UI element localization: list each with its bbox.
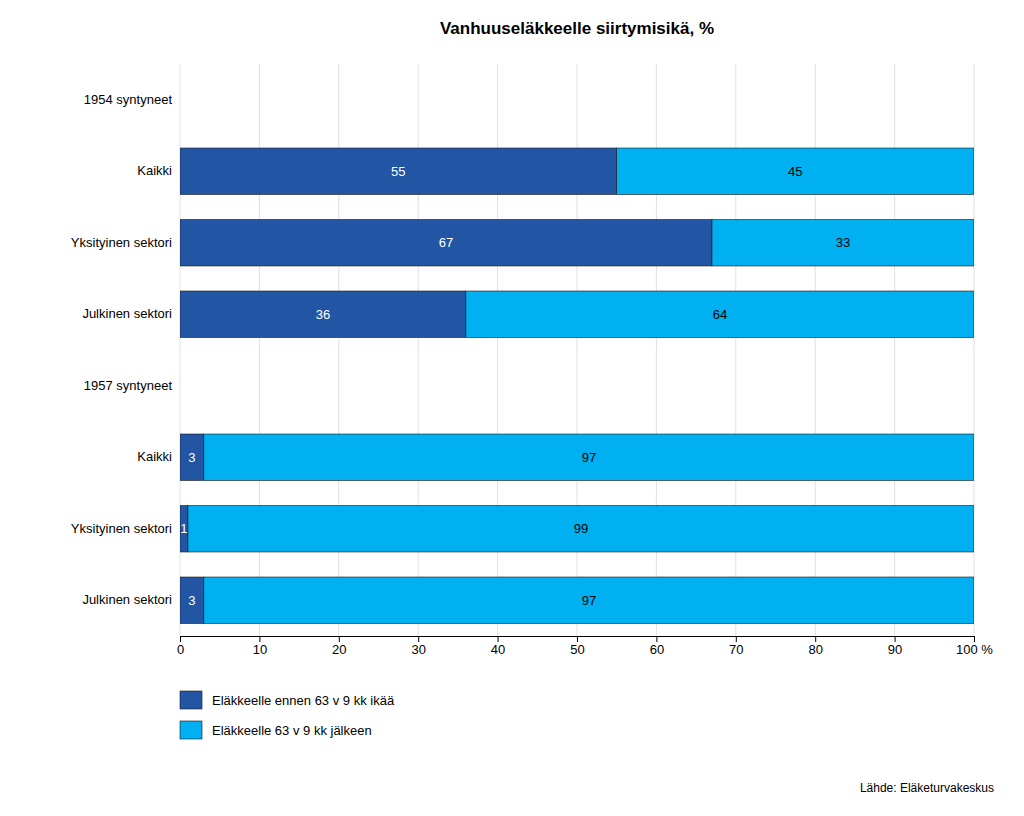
tick: Julkinen sektori: [82, 592, 180, 607]
data-label: 99: [574, 521, 588, 536]
data-label: 33: [836, 235, 850, 250]
bar: [180, 148, 617, 194]
title: Vanhuuseläkkeelle siirtymisikä, %: [440, 19, 714, 38]
tick-label: Yksityinen sektori: [71, 235, 172, 250]
tick: 30: [411, 636, 425, 657]
tick: 70: [729, 636, 743, 657]
tick-label: 1957 syntyneet: [84, 378, 173, 393]
tick: 20: [332, 636, 346, 657]
data-label: 97: [582, 450, 596, 465]
axis-line: [181, 637, 975, 643]
tick-mark: [259, 636, 260, 642]
legend-label: Eläkkeelle 63 v 9 kk jälkeen: [212, 723, 372, 738]
x-axis: 0 10 20 30 40 50 60 70 80 90 100 %: [177, 636, 993, 657]
tick-label: 60: [650, 642, 664, 657]
tick-mark: [498, 636, 499, 642]
data-label: 1: [180, 521, 187, 536]
tick-label: 100 %: [956, 642, 993, 657]
data-label: 55: [391, 164, 405, 179]
tick-label: 40: [491, 642, 505, 657]
annotation: Lähde: Eläketurvakeskus: [860, 781, 994, 795]
data-label: 67: [439, 235, 453, 250]
tick-mark: [974, 636, 975, 642]
bar: [180, 220, 712, 266]
y-axis: 1954 syntyneet Kaikki Yksityinen sektori Ju…: [71, 92, 180, 608]
legend-swatch: [180, 691, 202, 709]
tick: 50: [570, 636, 584, 657]
tick: 60: [650, 636, 664, 657]
tick: Yksityinen sektori: [71, 521, 180, 536]
tick-mark: [895, 636, 896, 642]
data-label: 45: [788, 164, 802, 179]
tick-mark: [656, 636, 657, 642]
tick: 1954 syntyneet: [84, 92, 180, 107]
data-label: 3: [188, 450, 195, 465]
tick-mark: [815, 636, 816, 642]
bar: [712, 220, 974, 266]
legend-item: Eläkkeelle 63 v 9 kk jälkeen: [180, 721, 372, 739]
tick: Kaikki: [137, 163, 180, 178]
tick: 90: [888, 636, 902, 657]
bar: [204, 577, 974, 623]
tick: 10: [253, 636, 267, 657]
tick: 1957 syntyneet: [84, 378, 180, 393]
data-labels: 55 67 36 3 1 3 45 33 64 97 99 97: [180, 164, 850, 608]
tick-mark: [418, 636, 419, 642]
legend-label: Eläkkeelle ennen 63 v 9 kk ikää: [212, 693, 395, 708]
tick-label: 30: [411, 642, 425, 657]
tick: 0: [177, 636, 184, 657]
bar: [180, 434, 204, 480]
bar: [617, 148, 974, 194]
bar-series: [188, 148, 974, 623]
tick: Kaikki: [137, 449, 180, 464]
bar: [466, 291, 974, 337]
bar: [180, 506, 188, 552]
data-label: 64: [713, 307, 727, 322]
tick-label: 20: [332, 642, 346, 657]
tick: Yksityinen sektori: [71, 235, 180, 250]
data-label: 3: [188, 593, 195, 608]
tick: 100 %: [956, 636, 993, 657]
chart-svg: 55 67 36 3 1 3 45 33 64 97 99 97 0 10 20 30 40 50 60 70 80 90…: [0, 0, 1024, 816]
tick-label: 80: [808, 642, 822, 657]
bar: [204, 434, 974, 480]
tick-label: 10: [253, 642, 267, 657]
tick: 40: [491, 636, 505, 657]
data-label: 36: [316, 307, 330, 322]
tick-label: 1954 syntyneet: [84, 92, 173, 107]
tick-mark: [180, 636, 181, 642]
bar: [180, 577, 204, 623]
tick-label: 70: [729, 642, 743, 657]
tick-label: 90: [888, 642, 902, 657]
legend-swatch: [180, 721, 202, 739]
tick-label: Kaikki: [137, 163, 172, 178]
tick-mark: [577, 636, 578, 642]
bar: [180, 291, 466, 337]
bar: [188, 506, 974, 552]
legend-item: Eläkkeelle ennen 63 v 9 kk ikää: [180, 691, 395, 709]
tick-label: Julkinen sektori: [82, 306, 172, 321]
bars: [180, 148, 974, 623]
tick-mark: [339, 636, 340, 642]
tick: 80: [808, 636, 822, 657]
tick-label: Kaikki: [137, 449, 172, 464]
tick: Julkinen sektori: [82, 306, 180, 321]
tick-label: 0: [177, 642, 184, 657]
legend: Eläkkeelle ennen 63 v 9 kk ikää Eläkkeell…: [180, 691, 395, 739]
tick-label: Yksityinen sektori: [71, 521, 172, 536]
tick-mark: [736, 636, 737, 642]
tick-label: Julkinen sektori: [82, 592, 172, 607]
data-label: 97: [582, 593, 596, 608]
grid: [180, 64, 974, 636]
tick-label: 50: [570, 642, 584, 657]
